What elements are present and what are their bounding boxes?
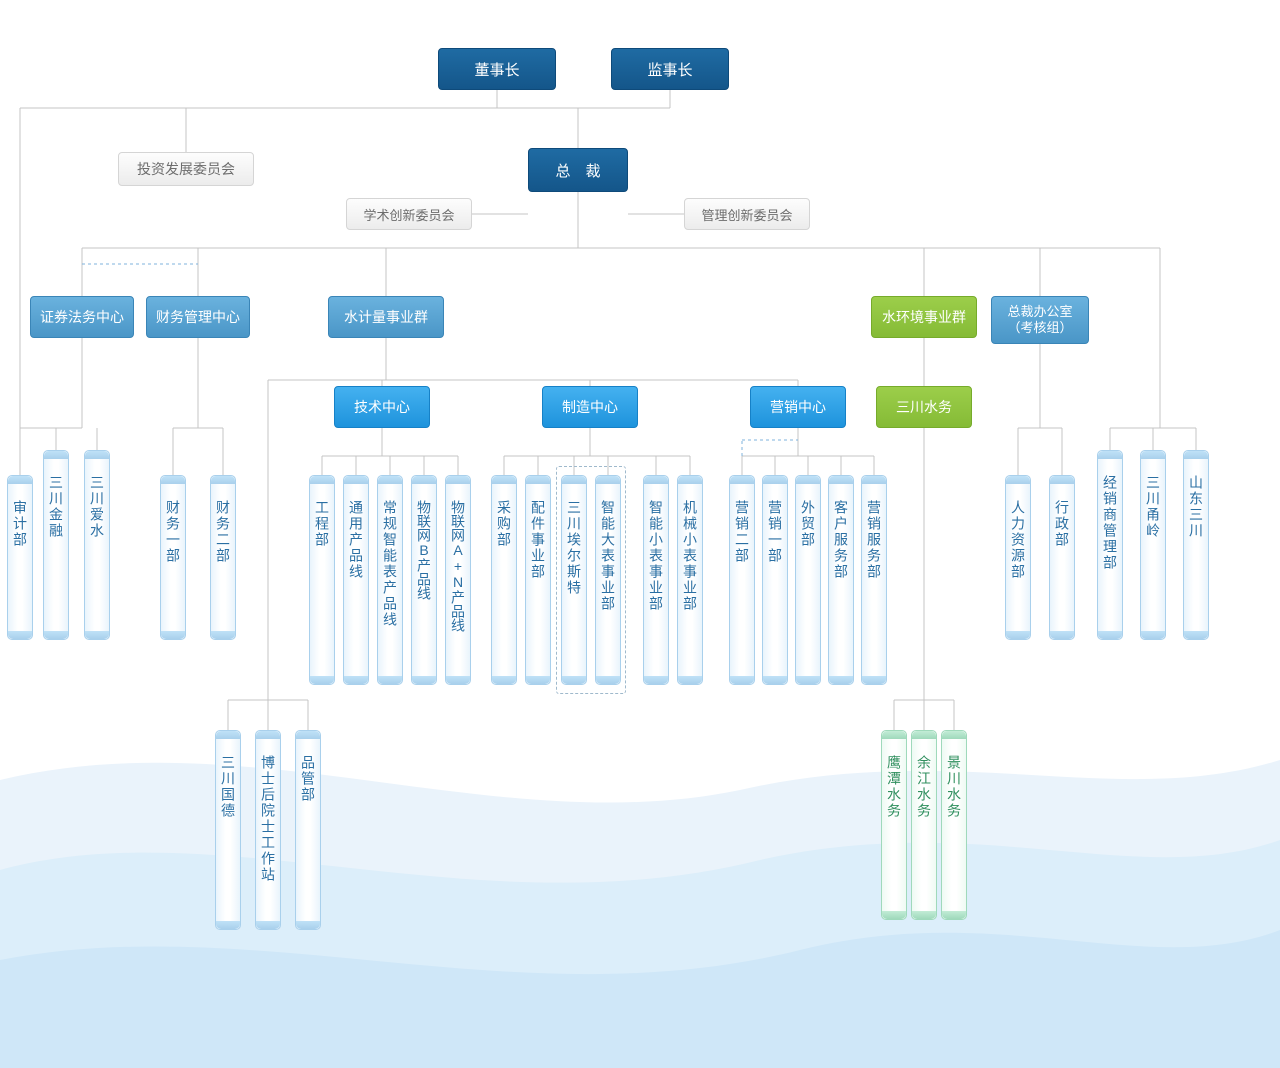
securities-center-label: 证券法务中心: [40, 307, 124, 327]
audit-dept: 审计部: [7, 475, 33, 640]
sanchuan-finance: 三川金融: [43, 450, 69, 640]
water-meter-group-label: 水计量事业群: [344, 307, 428, 327]
sales-dept-2: 营销二部: [729, 475, 755, 685]
tech-center-label: 技术中心: [354, 397, 410, 417]
president-office-box: 总裁办公室 （考核组）: [991, 296, 1089, 344]
jingchuan-water: 景川水务: [941, 730, 967, 920]
mgmt-committee-label: 管理创新委员会: [701, 205, 792, 224]
iot-an-line: 物联网A+N产品线: [445, 475, 471, 685]
smart-large-meter-dept: 智能大表事业部: [595, 475, 621, 685]
org-chart-canvas: 董事长 监事长 投资发展委员会 总 裁 学术创新委员会 管理创新委员会 证券法务…: [0, 0, 1280, 1068]
yingtan-water: 鹰潭水务: [881, 730, 907, 920]
sanchuan-yongling: 三川甬岭: [1140, 450, 1166, 640]
postdoc-academician-workstation: 博士后院士工作站: [255, 730, 281, 930]
smart-small-meter-dept: 智能小表事业部: [643, 475, 669, 685]
chairman-label: 董事长: [474, 59, 519, 80]
hr-dept: 人力资源部: [1005, 475, 1031, 640]
water-env-group-label: 水环境事业群: [882, 307, 966, 327]
dealer-mgmt-dept: 经销商管理部: [1097, 450, 1123, 640]
tech-center-box: 技术中心: [334, 386, 430, 428]
admin-dept: 行政部: [1049, 475, 1075, 640]
finance-dept-1: 财务一部: [160, 475, 186, 640]
academic-committee-label: 学术创新委员会: [363, 205, 454, 224]
foreign-trade-dept: 外贸部: [795, 475, 821, 685]
sanchuan-water-box: 三川水务: [876, 386, 972, 428]
chairman-box: 董事长: [438, 48, 556, 90]
mgmt-committee-box: 管理创新委员会: [684, 198, 810, 230]
mfg-center-box: 制造中心: [542, 386, 638, 428]
quality-mgmt-dept: 品管部: [295, 730, 321, 930]
president-box: 总 裁: [528, 148, 628, 192]
supervisor-label: 监事长: [647, 59, 692, 80]
president-label: 总 裁: [555, 160, 600, 181]
sanchuan-guode: 三川国德: [215, 730, 241, 930]
finance-center-label: 财务管理中心: [156, 307, 240, 327]
academic-committee-box: 学术创新委员会: [346, 198, 472, 230]
parts-business-dept: 配件事业部: [525, 475, 551, 685]
sales-dept-1: 营销一部: [762, 475, 788, 685]
securities-center-box: 证券法务中心: [30, 296, 134, 338]
shandong-sanchuan: 山东三川: [1183, 450, 1209, 640]
finance-dept-2: 财务二部: [210, 475, 236, 640]
sales-center-label: 营销中心: [770, 397, 826, 417]
background-waves: [0, 700, 1280, 1068]
iot-b-line: 物联网B产品线: [411, 475, 437, 685]
water-env-group-box: 水环境事业群: [871, 296, 977, 338]
finance-center-box: 财务管理中心: [146, 296, 250, 338]
customer-service-dept: 客户服务部: [828, 475, 854, 685]
sanchuan-elster: 三川埃尔斯特: [561, 475, 587, 685]
sanchuan-aishui: 三川爱水: [84, 450, 110, 640]
water-meter-group-box: 水计量事业群: [328, 296, 444, 338]
standard-smart-meter-line: 常规智能表产品线: [377, 475, 403, 685]
general-product-line: 通用产品线: [343, 475, 369, 685]
invest-committee-label: 投资发展委员会: [137, 159, 235, 179]
mfg-center-label: 制造中心: [562, 397, 618, 417]
president-office-label: 总裁办公室 （考核组）: [1007, 304, 1072, 337]
sanchuan-water-label: 三川水务: [896, 397, 952, 417]
sales-center-box: 营销中心: [750, 386, 846, 428]
invest-committee-box: 投资发展委员会: [118, 152, 254, 186]
marketing-service-dept: 营销服务部: [861, 475, 887, 685]
yujiang-water: 余江水务: [911, 730, 937, 920]
engineering-dept: 工程部: [309, 475, 335, 685]
purchasing-dept: 采购部: [491, 475, 517, 685]
supervisor-box: 监事长: [611, 48, 729, 90]
mechanical-small-meter-dept: 机械小表事业部: [677, 475, 703, 685]
